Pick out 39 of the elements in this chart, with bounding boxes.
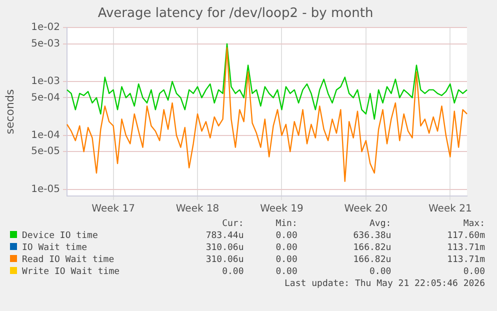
text: 113.71m [446, 254, 485, 266]
text: 310.06u [204, 242, 244, 254]
text: 0.00 [274, 230, 298, 242]
text: 0.00 [221, 266, 244, 278]
legend-label: Write IO Wait time [21, 266, 121, 278]
x-tick-label: Week 17 [92, 204, 135, 215]
text: 113.71m [446, 242, 485, 254]
text: Min: [274, 218, 298, 230]
y-tick-label: 1e-05 [31, 184, 60, 195]
text: 0.00 [274, 254, 298, 266]
text: 0.00 [462, 266, 485, 278]
chart-title: Average latency for /dev/loop2 - by month [98, 6, 374, 22]
text: 310.06u [204, 254, 244, 266]
y-tick-label: 1e-04 [31, 130, 60, 141]
y-tick-label: 5e-03 [31, 38, 60, 50]
x-tick-label: Week 18 [176, 204, 220, 215]
text: 0.00 [274, 266, 298, 278]
text: Cur: [221, 218, 244, 230]
legend-label: Device IO time [21, 230, 99, 242]
y-tick-label: 5e-05 [31, 146, 60, 158]
y-axis-title: seconds [3, 89, 16, 134]
y-tick-label: 1e-03 [31, 76, 60, 88]
text: 0.00 [274, 242, 298, 254]
text: 117.60m [446, 230, 485, 242]
x-tick-label: Week 20 [344, 204, 388, 215]
text: 166.82u [352, 242, 392, 254]
legend-label: Read IO Wait time [21, 254, 116, 266]
y-tick-label: 5e-04 [31, 92, 60, 104]
x-tick-label: Week 21 [428, 204, 472, 215]
text: 0.00 [368, 266, 392, 278]
text: 783.44u [204, 230, 244, 242]
text: Last update: Thu May 21 22:05:46 2026 [284, 278, 485, 290]
text: Max: [462, 218, 485, 230]
x-tick-label: Week 19 [260, 204, 304, 215]
text: 166.82u [352, 254, 392, 266]
text: 636.38u [352, 230, 392, 242]
legend-label: IO Wait time [21, 242, 88, 254]
y-tick-label: 1e-02 [31, 22, 60, 34]
text: Avg: [368, 218, 392, 230]
